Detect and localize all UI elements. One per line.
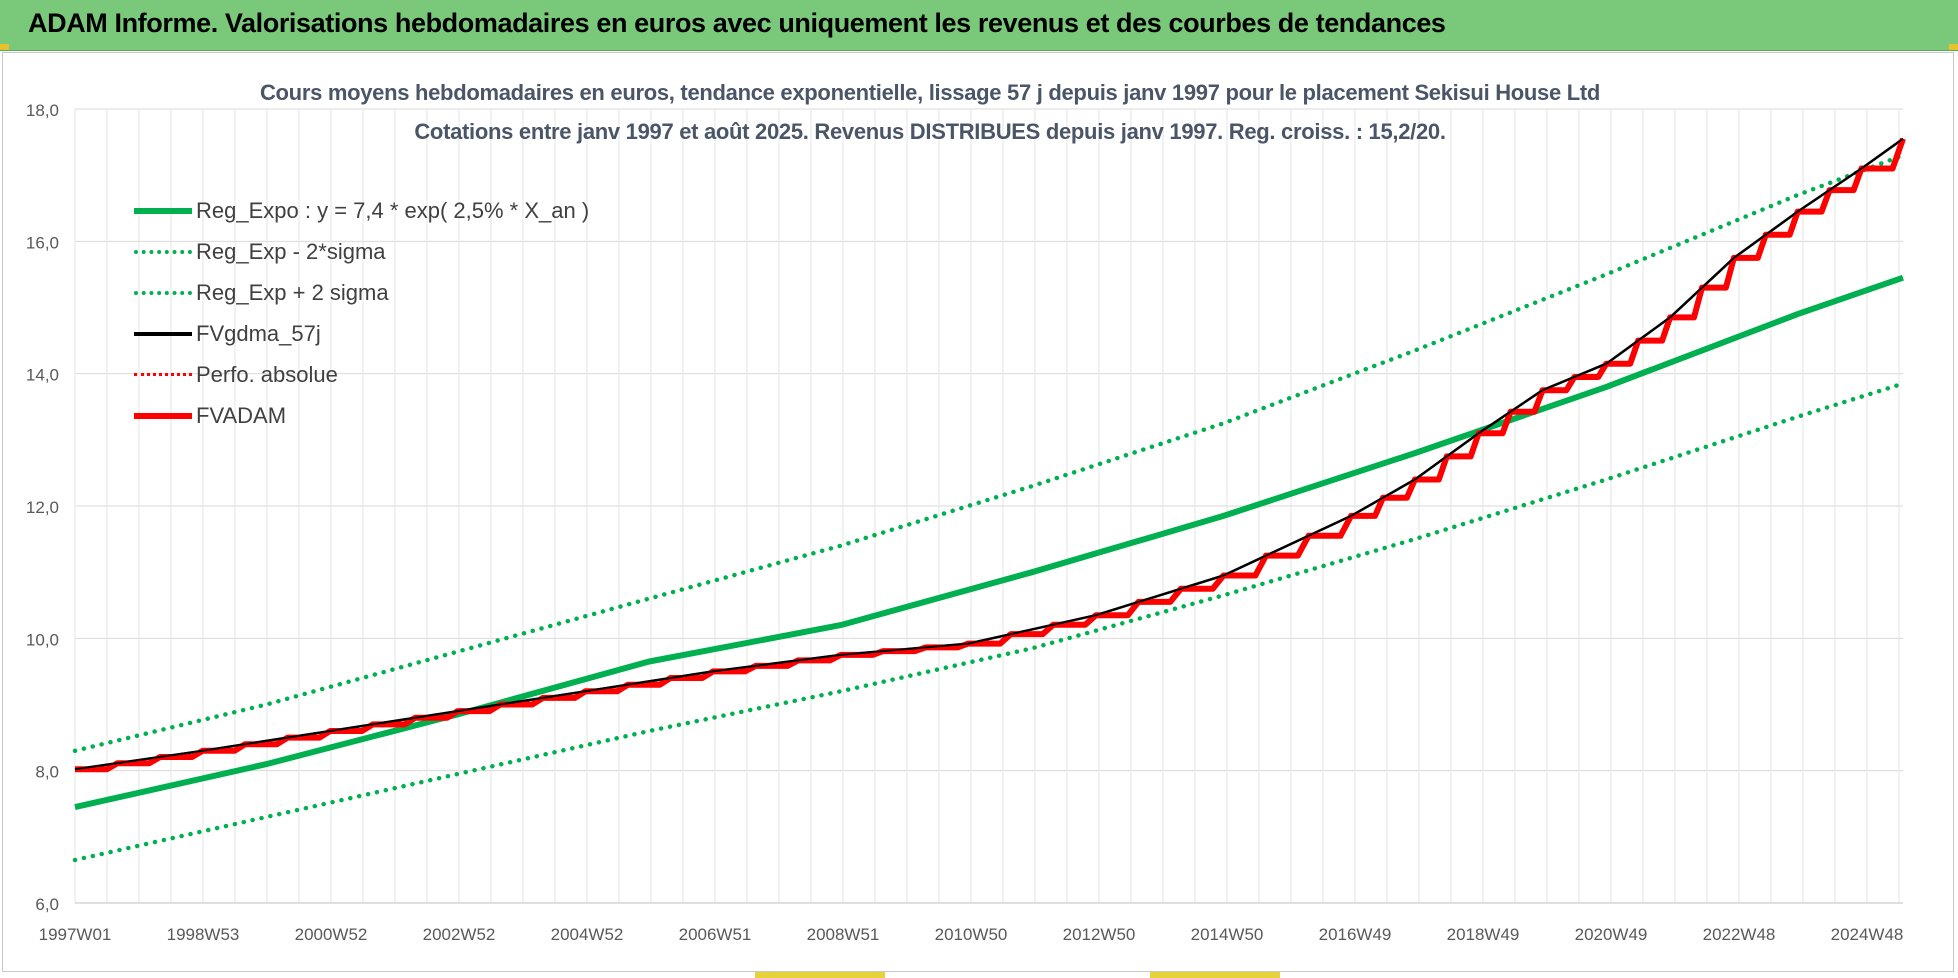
series-line-fvgdma-overlay <box>74 137 1904 771</box>
x-tick-label: 2012W50 <box>1063 925 1136 944</box>
x-tick-label: 2020W49 <box>1575 925 1648 944</box>
x-tick-label: 2006W51 <box>679 925 752 944</box>
legend-label: FVgdma_57j <box>196 320 321 346</box>
x-tick-label: 2024W48 <box>1831 925 1904 944</box>
chart-title-line-1: Cours moyens hebdomadaires en euros, ten… <box>259 80 1601 105</box>
x-tick-label: 2022W48 <box>1703 925 1776 944</box>
chart-title-line-2: Cotations entre janv 1997 et août 2025. … <box>414 119 1446 144</box>
y-tick-label: 16,0 <box>26 233 59 252</box>
legend-item-reg-exp-minus: Reg_Exp - 2*sigma <box>134 231 589 272</box>
grid-lines <box>74 108 1903 904</box>
series-line-reg-exp-2-sigma <box>72 381 1906 863</box>
legend-label: Reg_Exp + 2 sigma <box>196 279 389 305</box>
x-axis-tick-labels: 1997W01 1998W53 2000W52 2002W52 2004W52 2006W… <box>39 925 1904 944</box>
chart-frame <box>2 52 1954 972</box>
series-line-fvadam <box>75 137 1906 773</box>
legend-label: Reg_Expo : y = 7,4 * exp( 2,5% * X_an ) <box>196 197 590 223</box>
corner-mark-left <box>0 44 9 50</box>
legend-swatch <box>134 207 192 214</box>
y-tick-label: 6,0 <box>35 895 59 914</box>
x-tick-label: 2004W52 <box>551 925 624 944</box>
legend-label: Reg_Exp - 2*sigma <box>196 238 386 264</box>
x-tick-label: 1997W01 <box>39 925 112 944</box>
bottom-mark-2 <box>1150 972 1280 978</box>
y-tick-label: 14,0 <box>26 366 59 385</box>
y-tick-label: 12,0 <box>26 498 59 517</box>
bottom-mark-1 <box>755 972 885 978</box>
legend-item-perfo: Perfo. absolue <box>134 354 589 395</box>
legend-swatch <box>134 290 192 295</box>
series-line-reg-expo-y-7-4-exp-2-5-x-an <box>74 274 1904 811</box>
legend-item-fvadam: FVADAM <box>134 395 589 436</box>
legend-item-reg-expo: Reg_Expo : y = 7,4 * exp( 2,5% * X_an ) <box>134 190 589 231</box>
x-tick-label: 2016W49 <box>1319 925 1392 944</box>
x-tick-label: 1998W53 <box>167 925 240 944</box>
y-tick-label: 18,0 <box>26 101 59 120</box>
page-title: ADAM Informe. Valorisations hebdomadaire… <box>28 8 1446 38</box>
legend-label: Perfo. absolue <box>196 361 338 387</box>
legend-swatch <box>134 249 192 254</box>
series-lines <box>72 137 1906 863</box>
legend-label: FVADAM <box>196 402 287 428</box>
legend-swatch <box>134 373 192 376</box>
legend-swatch <box>134 412 192 419</box>
legend-swatch <box>134 331 192 336</box>
chart-legend: Reg_Expo : y = 7,4 * exp( 2,5% * X_an ) … <box>134 190 589 436</box>
series-line-reg-exp-2-sigma <box>72 153 1906 754</box>
legend-item-fvgdma: FVgdma_57j <box>134 313 589 354</box>
x-tick-label: 2018W49 <box>1447 925 1520 944</box>
header-banner: ADAM Informe. Valorisations hebdomadaire… <box>0 0 1958 51</box>
y-axis-tick-labels: 6,0 8,0 10,0 12,0 14,0 16,0 18,0 <box>26 101 59 914</box>
x-tick-label: 2010W50 <box>935 925 1008 944</box>
x-tick-label: 2000W52 <box>295 925 368 944</box>
y-tick-label: 10,0 <box>26 630 59 649</box>
legend-item-reg-exp-plus: Reg_Exp + 2 sigma <box>134 272 589 313</box>
corner-mark-right <box>1949 44 1958 50</box>
x-tick-label: 2008W51 <box>807 925 880 944</box>
y-tick-label: 8,0 <box>35 763 59 782</box>
x-tick-label: 2002W52 <box>423 925 496 944</box>
x-tick-label: 2014W50 <box>1191 925 1264 944</box>
